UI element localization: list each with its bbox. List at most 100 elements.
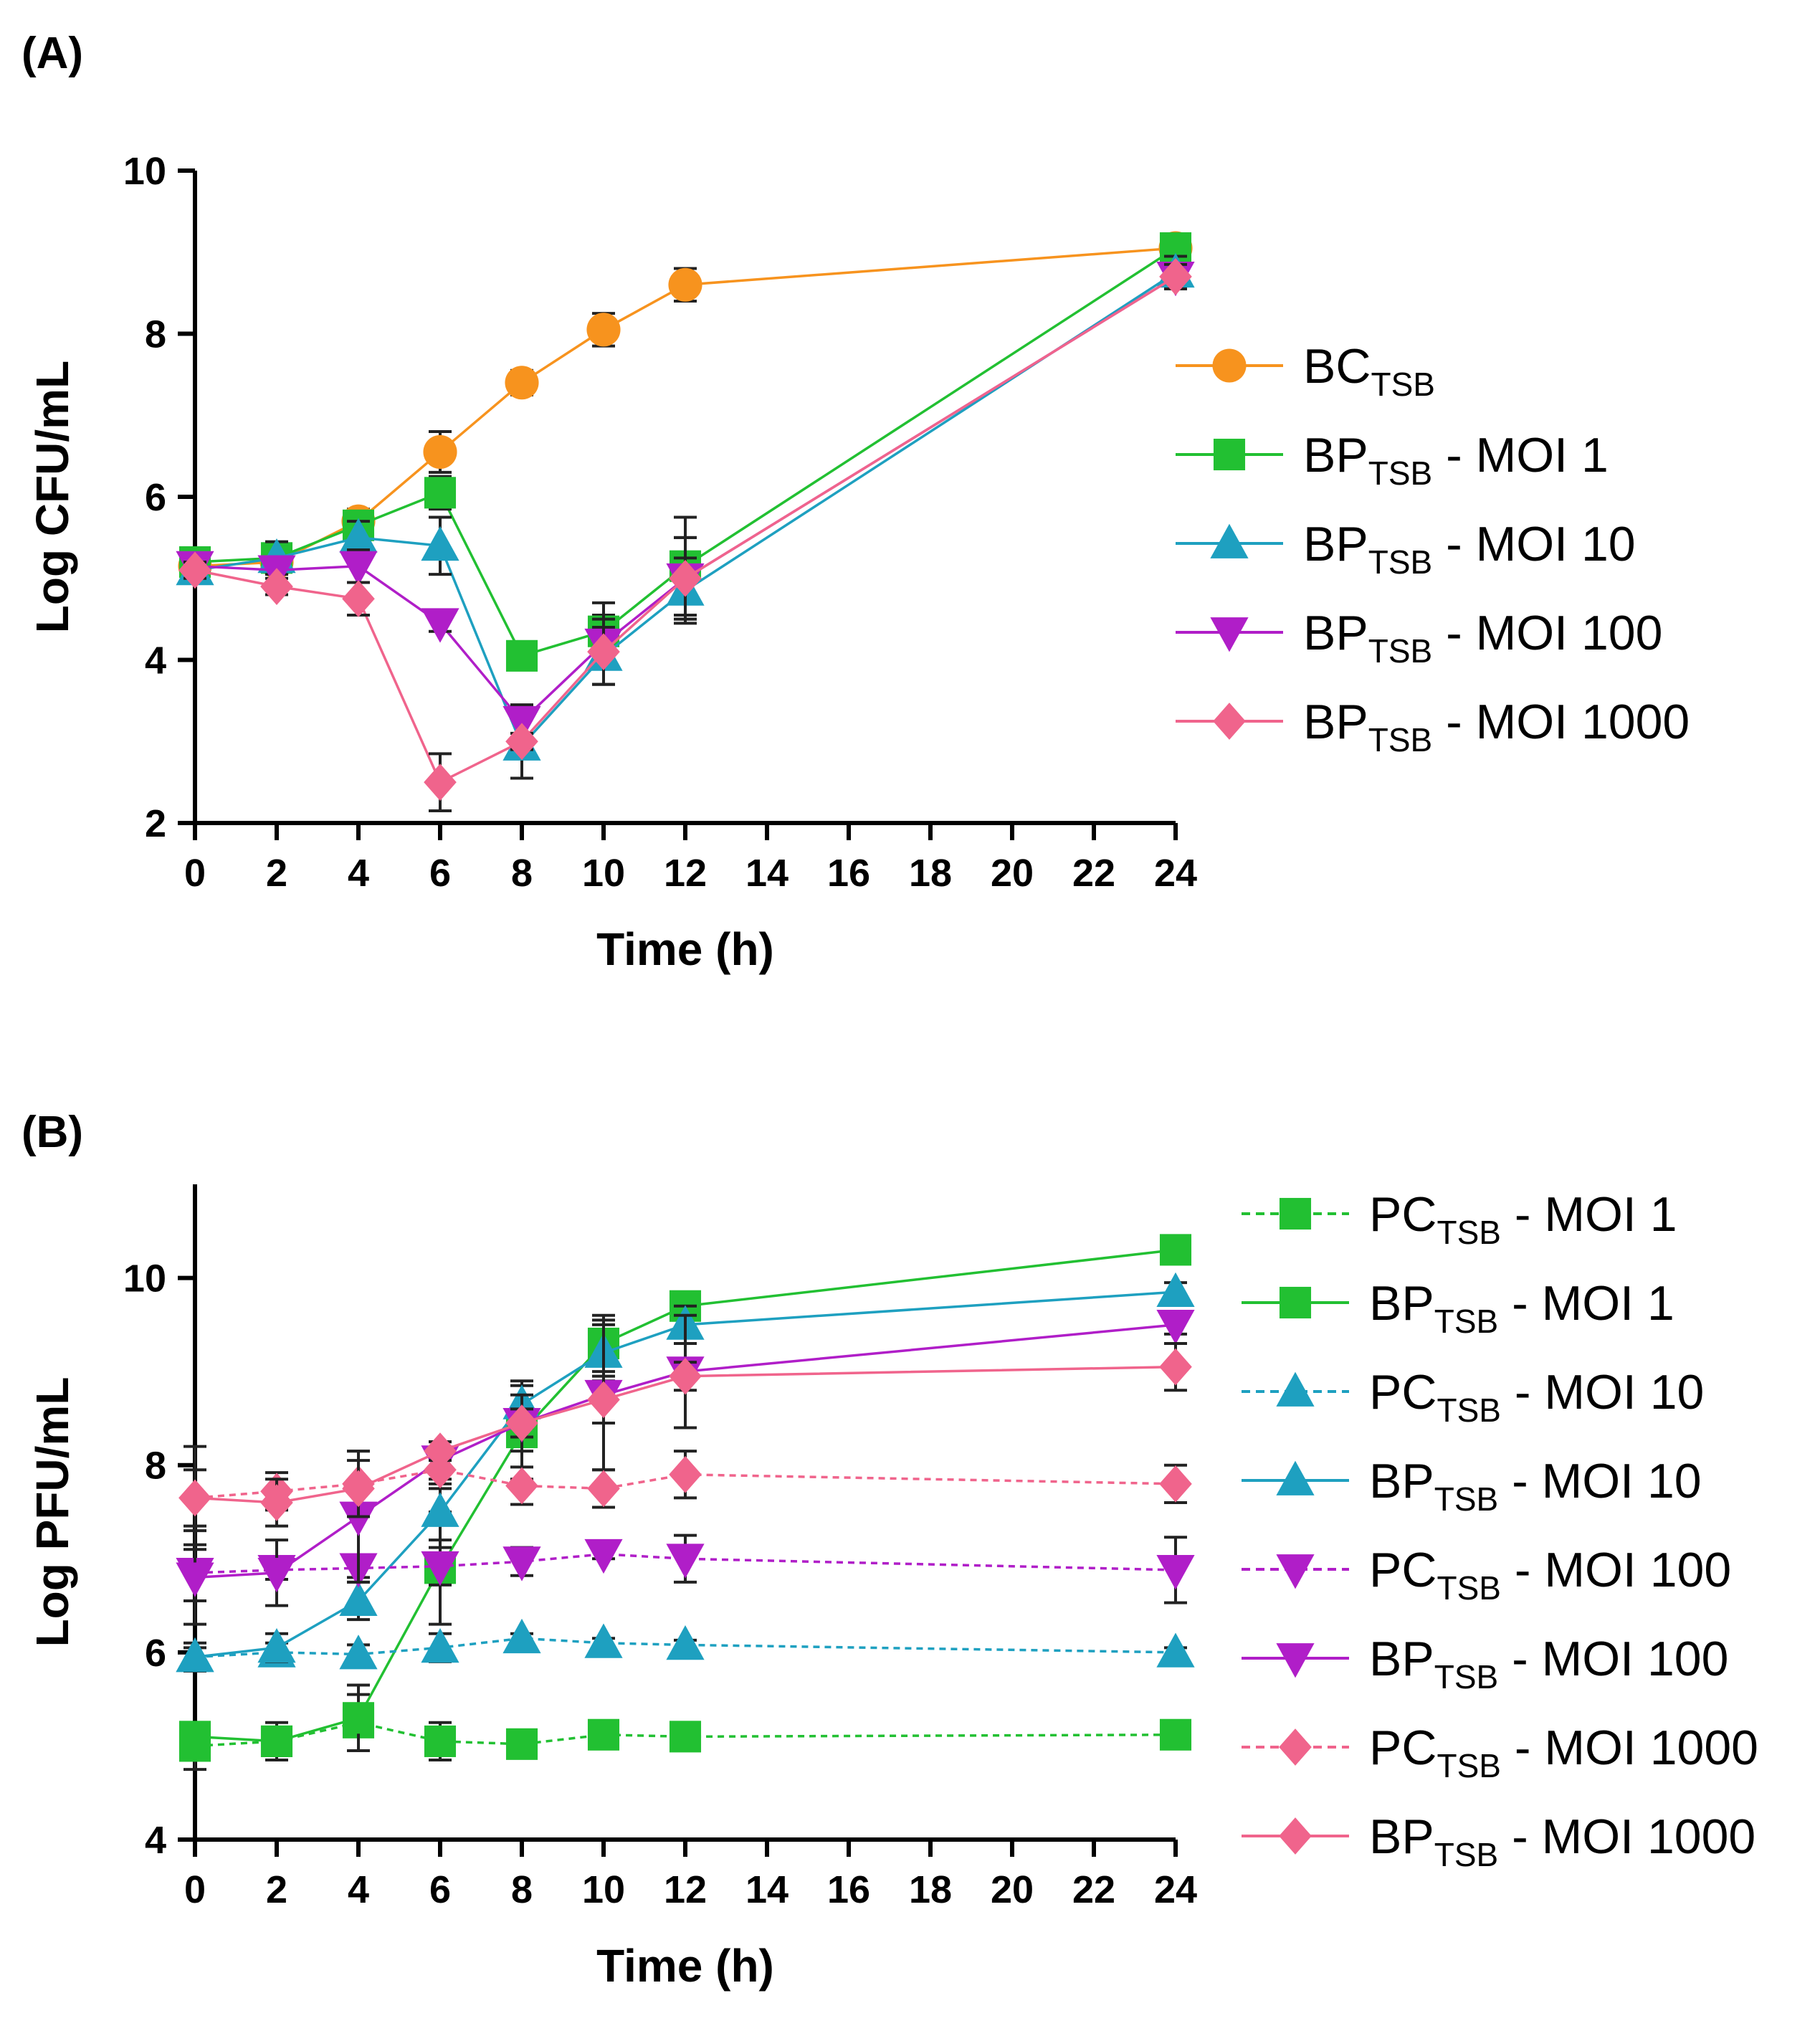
x-tick-label: 12	[664, 1868, 707, 1911]
series-4	[176, 1533, 1195, 1604]
x-axis-title: Time (h)	[596, 1940, 774, 1992]
x-tick-label: 18	[909, 852, 952, 895]
data-point	[505, 1728, 538, 1760]
data-point	[339, 1635, 378, 1670]
y-tick-label: 6	[145, 1632, 166, 1675]
data-point	[505, 366, 539, 400]
legend-label: BPTSB - MOI 1000	[1303, 695, 1690, 758]
legend-marker	[1210, 617, 1249, 652]
data-point	[421, 608, 459, 643]
legend-entry: BPTSB - MOI 1000	[1242, 1809, 1755, 1873]
legend-marker	[1212, 348, 1247, 383]
legend-label: BPTSB - MOI 10	[1303, 517, 1636, 581]
data-point	[424, 1451, 457, 1489]
legend-entry: BPTSB - MOI 1	[1242, 1276, 1674, 1340]
data-point	[587, 1381, 620, 1419]
series-line	[194, 1290, 1176, 1659]
data-point	[339, 551, 378, 586]
legend-marker	[1279, 1197, 1312, 1230]
data-point	[1159, 1234, 1192, 1266]
data-point	[176, 1562, 214, 1597]
data-point	[669, 1357, 702, 1395]
x-tick-label: 10	[582, 1868, 625, 1911]
legend-label: BPTSB - MOI 100	[1303, 606, 1662, 670]
x-axis-title: Time (h)	[596, 923, 774, 975]
data-point	[260, 1725, 293, 1757]
x-tick-label: 6	[429, 852, 451, 895]
data-point	[669, 1455, 702, 1493]
data-point	[424, 1432, 457, 1470]
panel-label: (B)	[22, 1108, 83, 1157]
data-point	[505, 723, 538, 761]
x-tick-label: 20	[991, 852, 1034, 895]
data-point	[584, 1538, 623, 1574]
legend-label: BPTSB - MOI 10	[1369, 1454, 1702, 1518]
legend-marker	[1213, 703, 1246, 740]
x-tick-label: 14	[745, 1868, 788, 1911]
x-tick-label: 14	[745, 852, 788, 895]
data-point	[178, 1721, 211, 1753]
series-7	[178, 1341, 1192, 1528]
series-line	[194, 1553, 1176, 1574]
y-tick-label: 4	[145, 639, 166, 682]
data-point	[421, 525, 459, 561]
data-point	[178, 551, 211, 589]
data-point	[260, 1484, 293, 1521]
x-tick-label: 4	[348, 852, 369, 895]
legend-label: BPTSB - MOI 1	[1369, 1276, 1674, 1340]
data-point	[1159, 258, 1192, 295]
panel-label: (A)	[22, 29, 83, 78]
data-point	[502, 1546, 541, 1581]
legend-label: PCTSB - MOI 1	[1369, 1187, 1677, 1251]
data-point	[178, 1479, 211, 1517]
data-point	[260, 568, 293, 605]
x-tick-label: 22	[1072, 1868, 1115, 1911]
series-4	[178, 258, 1192, 812]
legend-label: BPTSB - MOI 1000	[1369, 1809, 1755, 1873]
x-tick-label: 24	[1154, 852, 1197, 895]
legend-entry: PCTSB - MOI 1000	[1242, 1721, 1758, 1784]
series-3	[176, 1272, 1195, 1673]
data-point	[1159, 1465, 1192, 1503]
legend-marker	[1210, 523, 1249, 558]
data-point	[666, 1544, 705, 1579]
data-point	[505, 1467, 538, 1505]
data-point	[1159, 1348, 1192, 1386]
x-tick-label: 6	[429, 1868, 451, 1911]
data-point	[669, 559, 702, 597]
x-tick-label: 8	[511, 1868, 533, 1911]
series-line	[194, 1637, 1176, 1659]
x-tick-label: 4	[348, 1868, 369, 1911]
data-point	[342, 1702, 375, 1734]
x-tick-label: 24	[1154, 1868, 1197, 1911]
data-point	[505, 1404, 538, 1442]
legend-marker	[1279, 1286, 1312, 1319]
y-tick-label: 10	[123, 1257, 166, 1300]
legend-marker	[1276, 1460, 1315, 1495]
y-axis-title: Log CFU/mL	[27, 361, 78, 633]
data-point	[1156, 1272, 1195, 1308]
data-point	[339, 1581, 378, 1616]
data-point	[257, 1627, 296, 1663]
data-point	[339, 518, 378, 553]
data-point	[584, 1623, 623, 1658]
data-point	[421, 1627, 459, 1663]
data-point	[421, 1551, 459, 1587]
data-point	[668, 267, 702, 302]
legend-entry: BPTSB - MOI 100	[1242, 1632, 1728, 1695]
y-tick-label: 8	[145, 1445, 166, 1488]
series-0	[178, 1693, 1192, 1771]
data-point	[502, 1618, 541, 1654]
legend-entry: BPTSB - MOI 10	[1176, 517, 1636, 581]
legend-entry: PCTSB - MOI 100	[1242, 1543, 1731, 1607]
data-point	[669, 1721, 702, 1753]
x-tick-label: 12	[664, 852, 707, 895]
x-tick-label: 18	[909, 1868, 952, 1911]
x-tick-label: 0	[184, 852, 206, 895]
y-axis-title: Log PFU/mL	[27, 1377, 78, 1647]
data-point	[1156, 1309, 1195, 1345]
legend-entry: BCTSB	[1176, 339, 1435, 403]
data-point	[587, 1470, 620, 1508]
legend-entry: BPTSB - MOI 1	[1176, 428, 1609, 492]
